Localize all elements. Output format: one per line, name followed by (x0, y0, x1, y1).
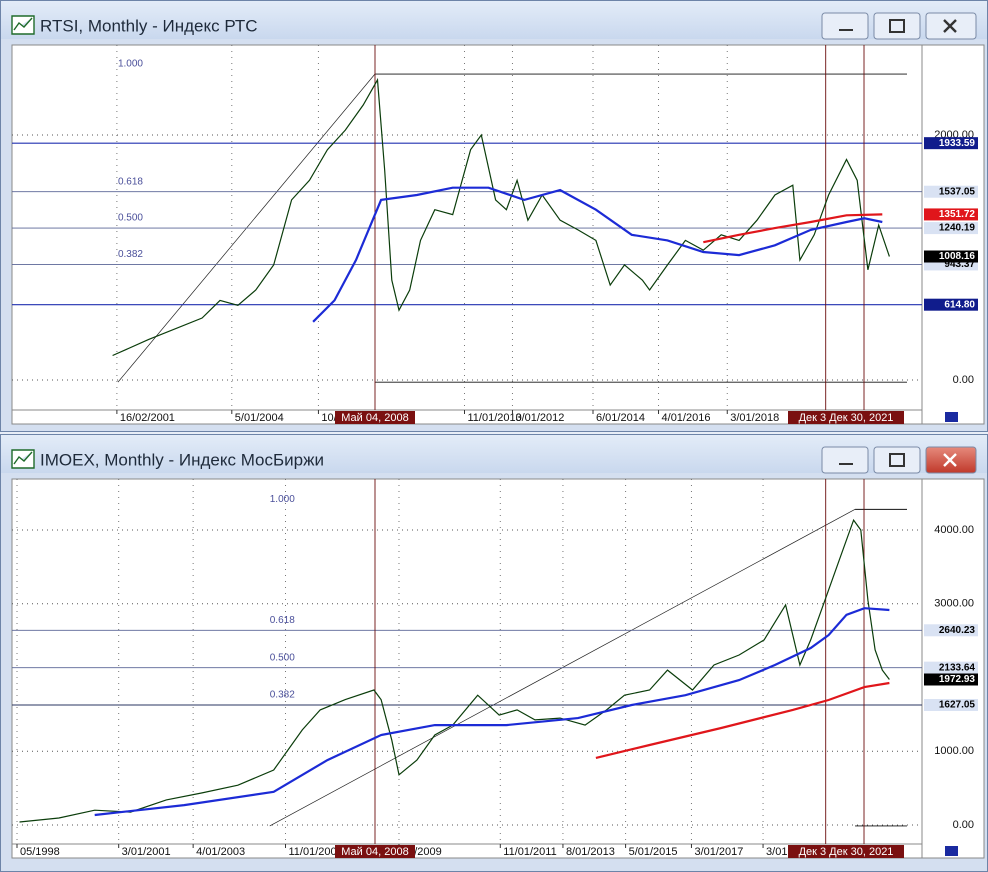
price-level-label: 1627.05 (939, 700, 976, 711)
chart-window: IMOEX, Monthly - Индекс МосБиржи 0.00 1000… (0, 434, 988, 872)
cursor-date-label: Дек 3 Дек 30, 2021 (799, 412, 894, 424)
window-icon (11, 449, 35, 469)
cursor-date-box (334, 411, 415, 424)
price-level-box (924, 624, 978, 637)
x-tick-label: 3/01/2018 (730, 412, 779, 424)
fib-level-label: 0.618 (270, 615, 295, 626)
cursor-date-box (788, 845, 905, 858)
maximize-button[interactable] (873, 446, 921, 474)
fib-level-label: 0.618 (118, 176, 143, 187)
fib-level-label: 0.500 (270, 652, 295, 663)
price-level-label: 1351.72 (939, 209, 976, 220)
minimize-button[interactable] (821, 446, 869, 474)
x-tick-label: 3/01/2017 (694, 846, 743, 858)
cursor-date-box (788, 411, 905, 424)
close-glyph (943, 19, 957, 33)
moving-average (595, 681, 890, 759)
moving-average (703, 213, 883, 244)
window-icon (11, 15, 35, 35)
cursor-date-label: Дек 3 Дек 30, 2021 (799, 846, 894, 858)
price-axis-panel (921, 44, 985, 425)
x-tick-label: 16/02/2001 (120, 412, 175, 424)
time-axis-strip (11, 409, 923, 425)
price-level-label: 1537.05 (939, 186, 976, 197)
price-level-box (924, 298, 978, 311)
x-tick-label: 5/01/2004 (235, 412, 284, 424)
price-level-box (924, 208, 978, 221)
y-tick-label: 3000.00 (934, 598, 974, 610)
minimize-button[interactable] (821, 12, 869, 40)
price-level-label: 943.37 (944, 259, 975, 270)
price-level-label: 2133.64 (939, 662, 976, 673)
price-level-label: 1972.93 (939, 674, 976, 685)
y-tick-label: 4000.00 (934, 524, 974, 536)
price-level-box (924, 185, 978, 198)
price-level-box (924, 661, 978, 674)
x-tick-label: 4/01/2003 (196, 846, 245, 858)
chart-window: RTSI, Monthly - Индекс РТС0.002000.0016/… (0, 0, 988, 432)
window-title: RTSI, Monthly - Индекс РТС (40, 16, 258, 35)
price-level-label: 1933.59 (939, 138, 976, 149)
info-icon (945, 846, 958, 856)
price-level-label: 1008.16 (939, 251, 976, 262)
x-tick-label: 3/01 (766, 846, 787, 858)
fib-level-label: 0.382 (270, 690, 295, 701)
price-level-label: 614.80 (944, 299, 975, 310)
price-level-box (924, 137, 978, 150)
x-tick-label: 05/1998 (20, 846, 60, 858)
x-tick-label: 3/01/2001 (122, 846, 171, 858)
cursor-date-box (334, 845, 415, 858)
fib-level-label: 1.000 (270, 494, 295, 505)
fib-level-label: 1.000 (118, 59, 143, 70)
x-tick-label: 4/01/2016 (662, 412, 711, 424)
x-tick-label: 6/01/2014 (596, 412, 645, 424)
x-tick-label: 5/01/2015 (629, 846, 678, 858)
window-title: IMOEX, Monthly - Индекс МосБиржи (40, 450, 324, 469)
y-tick-label: 1000.00 (934, 745, 974, 757)
x-tick-label: 3/01/2012 (515, 412, 564, 424)
fib-level-label: 0.382 (118, 249, 143, 260)
x-tick-label: 11/01/2010 (467, 412, 521, 424)
price-level-box (924, 222, 978, 235)
cursor-date-label: Май 04, 2008 (341, 412, 408, 424)
fib-level-label: 0.500 (118, 213, 143, 224)
maximize-button[interactable] (873, 12, 921, 40)
maximize-glyph (889, 453, 905, 467)
plot-area (11, 44, 923, 411)
price-level-label: 1240.19 (939, 223, 976, 234)
moving-average (312, 186, 883, 323)
time-axis-strip (11, 843, 923, 859)
cursor-date-label: Май 04, 2008 (341, 846, 408, 858)
x-tick-label: 11/01/2011 (503, 846, 556, 858)
moving-average (94, 607, 890, 817)
maximize-glyph (889, 19, 905, 33)
price-level-label: 2640.23 (939, 625, 976, 636)
y-tick-label: 0.00 (953, 374, 974, 386)
y-tick-label: 0.00 (953, 819, 974, 831)
price-level-box (924, 673, 978, 686)
info-icon (945, 412, 958, 422)
price-level-box (924, 250, 978, 263)
x-tick-label: 8/01/2013 (566, 846, 615, 858)
x-tick-label: 11/01/2005 (289, 846, 343, 858)
price-line (19, 518, 890, 823)
plot-area (11, 478, 923, 845)
price-level-box (924, 699, 978, 712)
close-glyph (943, 453, 957, 467)
